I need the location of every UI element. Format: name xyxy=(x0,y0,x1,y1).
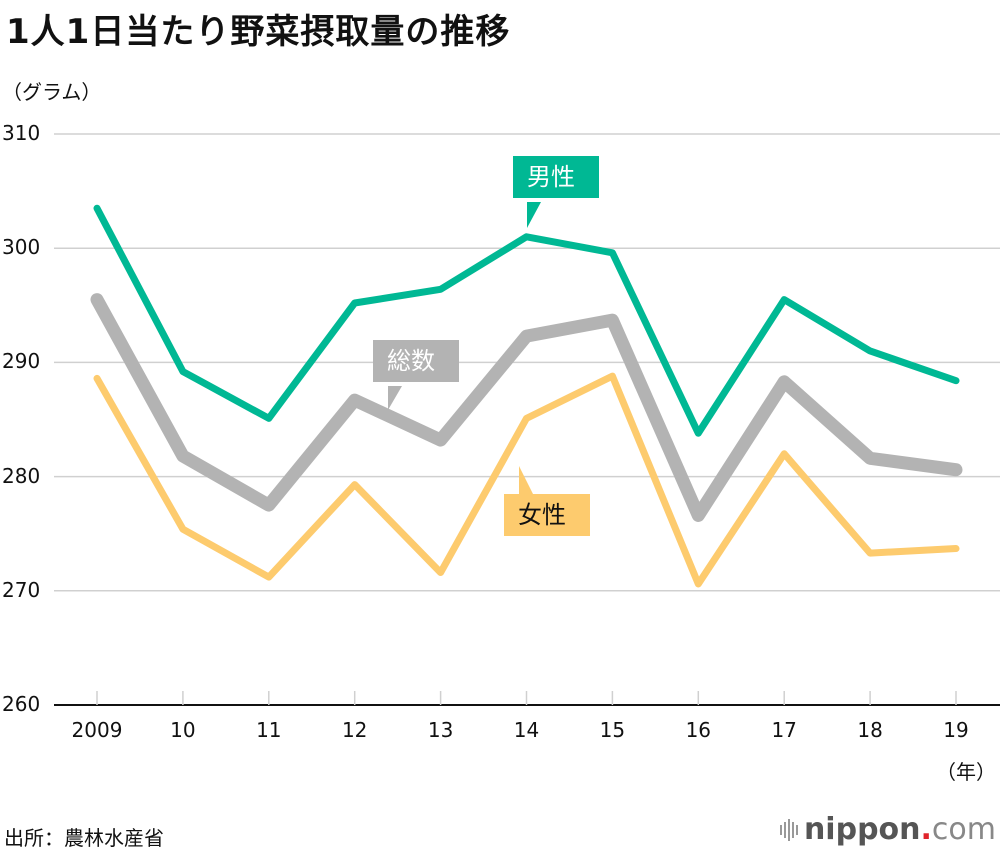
x-tick-label: 19 xyxy=(943,718,969,742)
x-tick-label: 15 xyxy=(599,718,626,742)
legend-callout-female: 女性 xyxy=(504,494,590,536)
legend-callout-male: 男性 xyxy=(513,156,599,198)
x-tick-label: 13 xyxy=(427,718,454,742)
callout-pointer-male xyxy=(527,202,541,228)
x-tick-label: 11 xyxy=(256,718,282,742)
y-tick-label: 310 xyxy=(2,121,41,145)
x-tick-label: 17 xyxy=(771,718,797,742)
nippon-logo: nippon.com xyxy=(779,812,996,847)
y-tick-label: 300 xyxy=(2,235,41,260)
logo-dot: . xyxy=(920,812,932,847)
y-axis-unit: （グラム） xyxy=(2,80,102,104)
y-tick-label: 290 xyxy=(2,349,41,374)
y-tick-label: 260 xyxy=(2,692,41,716)
x-axis-unit: （年） xyxy=(936,760,996,784)
source-note: 出所：農林水産省 xyxy=(4,826,164,850)
x-tick-label: 10 xyxy=(170,718,196,742)
y-tick-label: 280 xyxy=(2,463,41,488)
x-tick-label: 14 xyxy=(513,718,540,742)
callout-pointer-female xyxy=(519,466,533,494)
x-tick-label: 12 xyxy=(341,718,368,742)
legend-callout-total: 総数 xyxy=(373,340,459,382)
x-tick-label: 18 xyxy=(857,718,883,742)
sound-wave-icon xyxy=(779,817,798,843)
x-tick-label: 16 xyxy=(685,718,712,742)
logo-tld: com xyxy=(931,812,996,847)
y-tick-label: 270 xyxy=(2,577,41,602)
callout-pointer-total xyxy=(388,386,402,410)
chart-title: 1人1日当たり野菜摂取量の推移 xyxy=(6,12,511,52)
logo-text: nippon xyxy=(803,812,921,847)
series-line-male xyxy=(93,204,960,437)
x-tick-label: 2009 xyxy=(71,718,123,742)
